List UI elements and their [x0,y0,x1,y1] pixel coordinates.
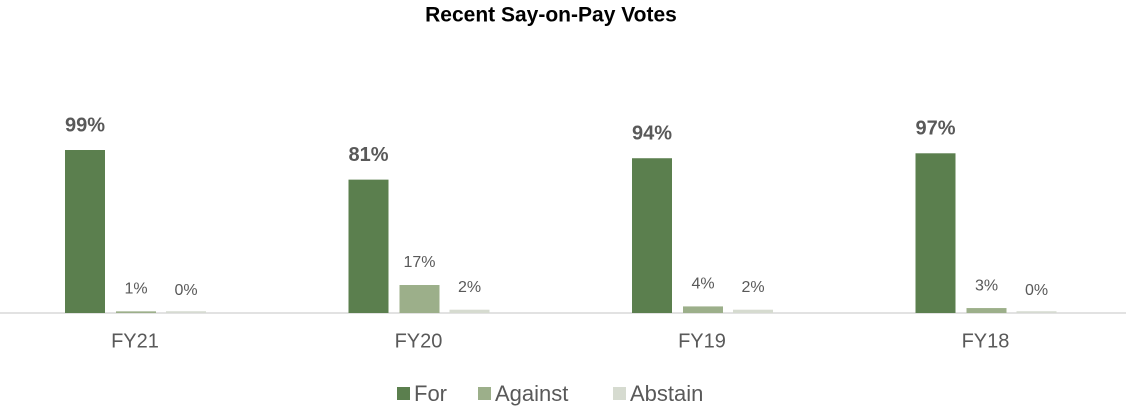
value-label: 99% [65,114,105,136]
legend-label: For [414,381,447,406]
bar [449,309,490,313]
value-label: 0% [174,282,197,299]
bar [966,308,1007,313]
value-label: 0% [1025,282,1048,299]
x-tick-label: FY19 [678,330,726,352]
chart-title: Recent Say-on-Pay Votes [425,4,677,27]
value-label: 3% [975,277,998,294]
bar [683,306,723,313]
legend-label: Abstain [630,381,703,406]
value-label: 97% [915,118,955,140]
legend-swatch [478,387,491,400]
value-label: 2% [741,279,764,296]
value-label: 81% [348,144,388,166]
x-tick-label: FY21 [111,330,159,352]
bar [915,153,956,313]
bar [116,311,156,313]
x-tick-label: FY18 [962,330,1010,352]
bar [399,285,440,313]
legend-label: Against [495,381,568,406]
value-label: 94% [632,123,672,145]
bar [348,179,389,313]
value-label: 17% [403,254,435,271]
bar [65,150,105,313]
value-label: 1% [124,281,147,298]
legend-swatch [613,387,626,400]
legend-swatch [397,387,410,400]
x-tick-label: FY20 [395,330,443,352]
bar [632,158,672,313]
value-label: 4% [691,276,714,293]
value-label: 2% [458,279,481,296]
bar [733,309,773,313]
